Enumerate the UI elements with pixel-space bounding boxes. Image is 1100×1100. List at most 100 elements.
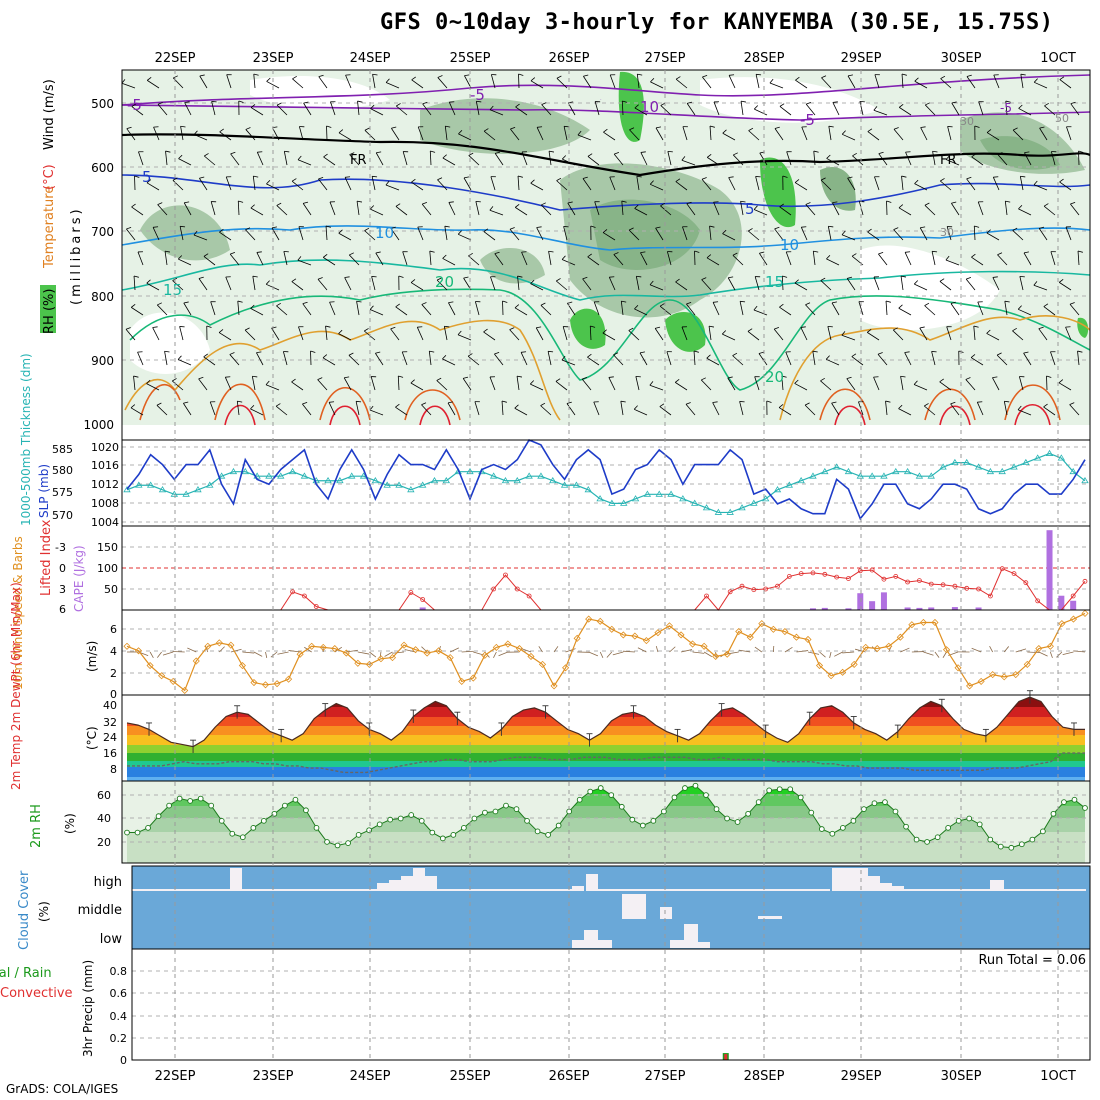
wind-barb-flag (614, 152, 620, 155)
wind-barb (177, 359, 192, 366)
wind-barb (904, 352, 912, 366)
wind-barb (754, 276, 760, 291)
wind-barb-flag (344, 376, 350, 379)
wind-barb-flag (180, 225, 186, 228)
wind-barb (951, 102, 960, 116)
wind-barb-flag (740, 200, 746, 203)
wind-barb (183, 202, 192, 216)
cloud-bars (132, 868, 1086, 948)
surface-wind-barb (923, 651, 934, 656)
lifted-index-point (917, 578, 922, 583)
wind-barb-flag (820, 177, 826, 181)
wind-barb (317, 379, 328, 391)
wind-speed-point (977, 677, 985, 685)
date-label: 30SEP (941, 51, 982, 66)
wind-barb (722, 333, 736, 341)
thickness-point (407, 486, 415, 493)
wind-barb (805, 103, 816, 116)
wind-speed-point (942, 646, 951, 654)
wind-barb-flag (974, 225, 980, 228)
wind-barb-flag (266, 77, 271, 82)
wind-barb (297, 159, 312, 166)
wind-barb (530, 283, 544, 291)
wind-barb (940, 78, 952, 89)
lifted-index-point (739, 583, 745, 589)
wind-barb (536, 127, 544, 141)
rh2m-point (924, 839, 930, 845)
surface-wind-barb (1056, 651, 1063, 658)
rh2m-point (1040, 828, 1046, 835)
thickness-point (809, 472, 817, 479)
rh2m-point (1071, 796, 1078, 803)
wind-barb (540, 204, 552, 216)
wind-barb (283, 251, 288, 266)
wind-barb-flag (530, 380, 535, 385)
rh2m-point (450, 832, 457, 838)
cape-bar (975, 607, 982, 610)
thickness-point (241, 467, 249, 475)
wind-barb (276, 305, 288, 316)
wind-barb-flag (709, 125, 715, 128)
wind-barb (209, 401, 216, 416)
wind-barb-flag (1005, 200, 1011, 203)
wind-barb (831, 302, 840, 316)
slp-left-ticks: 585 580 575 570 (52, 443, 73, 522)
wind-barb (322, 357, 336, 366)
wind-barb-flag (265, 280, 270, 285)
wind-barb-flag (805, 302, 811, 306)
wind-barb-flag (950, 401, 956, 405)
rh-band (127, 832, 1085, 863)
wind-barb (229, 253, 240, 266)
wind-barb-flag (709, 225, 715, 228)
wind-barb (874, 176, 880, 191)
thickness-point (1022, 458, 1030, 466)
wind-speed-point (1012, 671, 1020, 679)
surface-wind-barb (369, 651, 377, 658)
wind-barb-flag (421, 402, 427, 406)
surface-wind-barb (473, 651, 484, 656)
wind-barb-flag (841, 130, 846, 135)
wind-barb-flag (436, 277, 442, 281)
surface-wind-barb (304, 646, 312, 653)
wind-barb (613, 153, 624, 166)
wind-barb-flag (541, 102, 547, 105)
wind-barb-flag (1043, 403, 1048, 408)
wind-barb (348, 254, 360, 266)
thickness-point (489, 472, 498, 479)
wind-barb-flag (530, 179, 535, 184)
wind-barb (892, 329, 904, 341)
y-tick-label: 0 (59, 562, 66, 575)
ylabel-rh: RH (%) (42, 289, 57, 334)
wind-speed-point (377, 655, 385, 663)
wind-barb (447, 402, 456, 416)
wind-barb-flag (483, 128, 489, 132)
wind-barb-flag (566, 401, 572, 404)
contour-label: 5 (745, 200, 755, 218)
rh2m-point (1008, 844, 1015, 851)
wind-barb (530, 80, 544, 89)
cape-bar (1046, 530, 1053, 610)
ylabel-lifted-index: Lifted Index (39, 519, 54, 596)
wind-barb-flag (847, 176, 853, 179)
wind-barb-flag (613, 252, 619, 255)
wind-barb (541, 104, 552, 116)
wind-barb (755, 74, 760, 89)
ylabel-temperature-unit: (°C) (42, 164, 57, 190)
thickness-point (951, 458, 959, 466)
wind-barb (291, 381, 304, 391)
contour-30 (139, 383, 1061, 421)
wind-barb (779, 206, 792, 216)
wind-barb (348, 354, 360, 366)
wind-barb (675, 181, 688, 191)
wind-speed-point (1081, 609, 1089, 617)
contour-label: 30 (940, 226, 954, 239)
wind-barb-flag (536, 226, 542, 228)
contour-label: FR (350, 153, 367, 168)
wind-barb-flag (821, 75, 827, 79)
wind-barb (900, 376, 904, 391)
wind-barb-flag (901, 73, 907, 76)
wind-barb (515, 207, 528, 216)
lifted-index-point (503, 572, 508, 578)
thickness-point (1045, 449, 1054, 456)
wind-barb-flag (769, 78, 774, 84)
